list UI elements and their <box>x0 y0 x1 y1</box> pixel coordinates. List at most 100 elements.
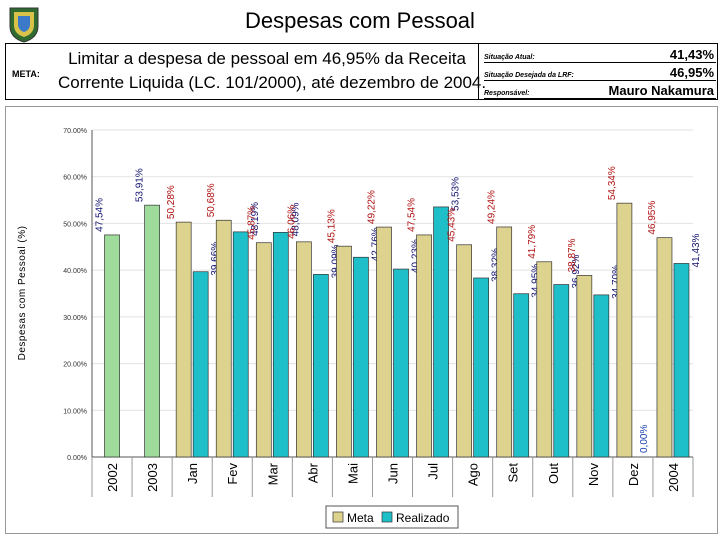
legend-swatch-realizado <box>381 511 393 523</box>
data-label-meta: 50,68% <box>206 183 217 217</box>
x-tick-label: Fev <box>225 463 240 485</box>
data-label-realizado: 38,32% <box>491 248 502 282</box>
y-tick-label: 30.00% <box>63 315 87 322</box>
legend-label-realizado: Realizado <box>396 511 450 525</box>
bar-meta <box>616 202 633 458</box>
y-tick-label: 0.00% <box>67 455 87 462</box>
status-value: 41,43% <box>669 47 714 62</box>
bar-realizado <box>393 268 409 458</box>
bar-realizado <box>272 232 289 458</box>
legend-label-meta: Meta <box>347 511 374 525</box>
bar-meta <box>456 244 472 458</box>
bar-realizado <box>433 206 449 458</box>
status-label: Responsável: <box>484 90 530 97</box>
data-label-meta: 54,34% <box>607 166 618 200</box>
y-tick-label: 10.00% <box>63 408 87 415</box>
bar-realizado <box>144 204 160 458</box>
status-row-responsible: Responsável: Mauro Nakamura <box>484 81 716 99</box>
data-label-realizado: 39,66% <box>210 242 221 276</box>
x-tick-label: Jun <box>386 463 401 484</box>
x-tick-label: Nov <box>586 463 601 487</box>
x-tick-label: 2004 <box>666 463 681 492</box>
bar-realizado <box>353 256 369 458</box>
bar-realizado <box>104 234 120 458</box>
bar-meta <box>296 241 312 458</box>
info-divider <box>478 44 479 99</box>
data-label-meta: 45,43% <box>447 208 458 242</box>
legend-swatch-meta <box>332 511 344 523</box>
chart-frame <box>5 106 718 534</box>
bar-realizado <box>232 231 249 458</box>
bar-realizado <box>313 274 329 458</box>
y-tick-label: 40.00% <box>63 268 87 275</box>
status-label: Situação Desejada da LRF: <box>484 72 574 79</box>
bar-meta <box>336 245 352 458</box>
y-tick-label: 70.00% <box>63 128 87 135</box>
bar-meta <box>416 234 432 458</box>
goal-info-box: META: Limitar a despesa de pessoal em 46… <box>5 43 718 100</box>
bar-meta <box>255 242 272 458</box>
data-label-meta: 45,87% <box>246 206 257 240</box>
bar-meta <box>536 261 553 458</box>
status-label: Situação Atual: <box>484 54 535 61</box>
bar-realizado <box>192 271 209 458</box>
data-label-meta: 50,28% <box>166 185 177 219</box>
bar-realizado <box>513 293 530 458</box>
y-tick-label: 20.00% <box>63 362 87 369</box>
goal-text: Limitar a despesa de pessoal em 46,95% d… <box>58 47 487 95</box>
data-label-realizado: 39,09% <box>330 244 341 278</box>
page-title: Despesas com Pessoal <box>245 8 475 33</box>
bar-meta <box>496 226 513 458</box>
data-label-realizado: 36,92% <box>571 255 582 289</box>
x-tick-label: Jan <box>185 463 200 484</box>
data-label-realizado: 48,19% <box>250 202 261 236</box>
data-label-realizado: 47,54% <box>95 198 106 232</box>
data-label-realizado: 41,43% <box>691 233 702 267</box>
x-tick-label: 2002 <box>105 463 120 492</box>
data-label-realizado: 48,09% <box>290 202 301 236</box>
bar-realizado <box>673 263 690 458</box>
data-label-realizado: 53,53% <box>451 177 462 211</box>
x-tick-label: Dez <box>626 463 641 486</box>
data-label-meta: 46,95% <box>647 201 658 235</box>
y-axis-title: Despesas com Pessoal (%) <box>17 226 28 361</box>
bar-realizado <box>473 277 489 458</box>
bar-meta <box>656 237 673 458</box>
bar-realizado <box>553 284 570 458</box>
x-tick-label: Mai <box>345 463 360 484</box>
state-logo <box>6 4 42 44</box>
x-tick-label: Jul <box>426 463 441 480</box>
x-tick-label: Set <box>506 463 521 483</box>
data-label-realizado: 34,95% <box>531 264 542 298</box>
data-label-realizado: 34,70% <box>611 265 622 299</box>
y-tick-label: 50.00% <box>63 221 87 228</box>
x-tick-label: 2003 <box>145 463 160 492</box>
data-label-meta: 45,13% <box>326 209 337 243</box>
bar-meta <box>376 226 392 458</box>
x-tick-label: Ago <box>466 463 481 486</box>
meta-label: META: <box>12 69 40 79</box>
bar-realizado <box>593 294 610 458</box>
data-label-meta: 49,24% <box>487 190 498 224</box>
data-label-meta: 47,54% <box>407 198 418 232</box>
goal-line-2: Corrente Liquida (LC. 101/2000), até dez… <box>58 73 487 92</box>
status-value: 46,95% <box>669 65 714 80</box>
data-label-meta: 41,79% <box>527 225 538 259</box>
status-value: Mauro Nakamura <box>608 83 714 98</box>
goal-line-1: Limitar a despesa de pessoal em 46,95% d… <box>68 49 466 68</box>
data-label-realizado: 53,91% <box>135 168 146 202</box>
status-row-current: Situação Atual: 41,43% <box>484 45 716 63</box>
data-label-realizado: 0,00% <box>639 425 650 453</box>
data-label-realizado: 40,23% <box>411 239 422 273</box>
data-label-meta: 46,06% <box>286 205 297 239</box>
bar-meta <box>175 221 192 458</box>
x-tick-label: Mar <box>265 462 280 485</box>
bar-meta <box>576 275 593 458</box>
status-row-desired: Situação Desejada da LRF: 46,95% <box>484 63 716 81</box>
data-label-realizado: 42,76% <box>370 227 381 261</box>
x-tick-label: Abr <box>305 462 320 483</box>
data-label-meta: 38,87% <box>567 238 578 272</box>
data-label-meta: 49,22% <box>367 190 378 224</box>
bar-meta <box>215 219 232 458</box>
